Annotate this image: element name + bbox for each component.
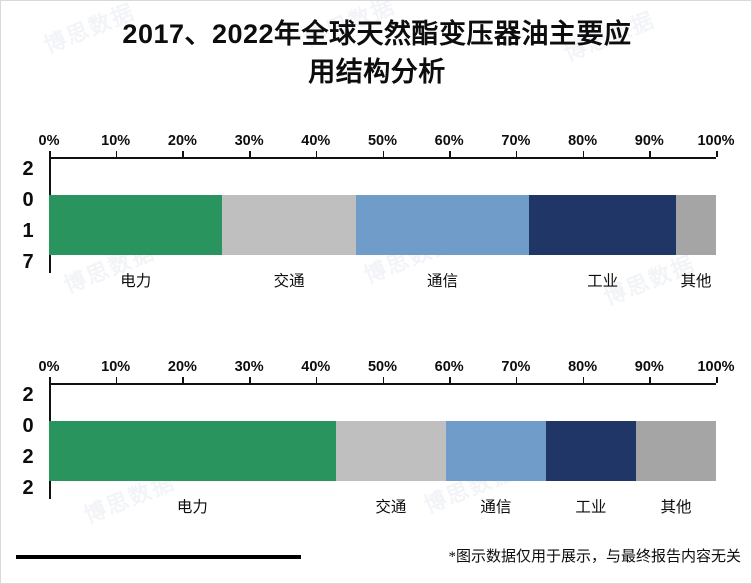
y-axis-label-digit: 2: [22, 384, 34, 406]
x-axis-tickmark: [582, 151, 585, 157]
bar-segment-工业: [545, 421, 636, 481]
page-title: 2017、2022年全球天然酯变压器油主要应 用结构分析: [27, 15, 727, 91]
x-axis-tickmark: [182, 151, 184, 157]
x-axis-tick-30%: 30%: [234, 359, 264, 375]
stacked-bar-2022: [49, 421, 716, 481]
x-axis-tickmark: [716, 377, 718, 383]
category-label-交通: 交通: [273, 273, 305, 290]
y-axis-label-digit: 2: [22, 477, 34, 499]
x-axis-tick-60%: 60%: [434, 133, 464, 149]
category-label-其他: 其他: [660, 499, 692, 516]
x-axis-tickmark: [449, 377, 451, 383]
x-axis-tickmark: [582, 377, 585, 383]
title-line-1: 2017、2022年全球天然酯变压器油主要应: [122, 19, 632, 49]
bar-segment-通信: [355, 195, 530, 255]
bar-segment-通信: [445, 421, 546, 481]
category-label-电力: 电力: [176, 499, 208, 516]
x-axis-tick-50%: 50%: [367, 359, 398, 375]
stacked-bar-2017: [49, 195, 716, 255]
category-label-通信: 通信: [427, 273, 459, 290]
x-axis-tickmark: [515, 151, 518, 157]
x-axis-tick-80%: 80%: [568, 359, 598, 375]
x-axis-tickmark: [449, 151, 451, 157]
x-axis-tickmark: [382, 377, 384, 383]
x-axis-tickmark: [315, 151, 318, 157]
x-axis-tickmark: [49, 377, 51, 383]
x-axis-tick-0%: 0%: [38, 133, 60, 149]
category-label-其他: 其他: [680, 273, 712, 290]
x-axis-tickmark: [249, 151, 251, 157]
x-axis-tickmark: [649, 151, 651, 157]
x-axis-tick-100%: 100%: [697, 133, 735, 149]
bar-segment-交通: [335, 421, 446, 481]
category-labels-2017: 电力 交通 通信 工业 其他: [1, 269, 751, 291]
x-axis-tick-10%: 10%: [101, 133, 131, 149]
x-axis-tick-70%: 70%: [501, 133, 531, 149]
x-axis-tick-90%: 90%: [634, 133, 664, 149]
title-line-2: 用结构分析: [308, 57, 446, 87]
x-axis-tickmark: [115, 151, 118, 157]
x-axis-tick-0%: 0%: [38, 359, 60, 375]
x-axis-tick-100%: 100%: [697, 359, 735, 375]
x-axis-tick-40%: 40%: [301, 359, 331, 375]
category-label-电力: 电力: [120, 273, 152, 290]
footer-rule: [16, 555, 301, 559]
x-axis-tick-80%: 80%: [568, 133, 598, 149]
x-axis-tickmark: [115, 377, 118, 383]
bar-segment-其他: [675, 195, 716, 255]
bar-segment-电力: [49, 421, 336, 481]
x-axis-tickmark: [315, 377, 318, 383]
category-label-工业: 工业: [587, 273, 619, 290]
x-axis-line: [49, 151, 718, 159]
y-axis-label-digit: 2: [22, 446, 34, 468]
x-axis-line: [49, 377, 718, 385]
x-axis-tickmark: [249, 377, 251, 383]
bar-segment-工业: [529, 195, 676, 255]
x-axis-tick-70%: 70%: [501, 359, 531, 375]
y-axis-label-digit: 7: [22, 251, 34, 273]
x-axis-tickmark: [515, 377, 518, 383]
category-label-工业: 工业: [575, 499, 607, 516]
x-axis-tickmark: [49, 151, 51, 157]
y-axis-label-digit: 0: [22, 415, 34, 437]
x-axis-tickmark: [649, 377, 651, 383]
x-axis-tick-40%: 40%: [301, 133, 331, 149]
x-axis-tick-60%: 60%: [434, 359, 464, 375]
y-axis-label-digit: 1: [22, 220, 34, 242]
bar-segment-其他: [635, 421, 716, 481]
x-axis-tick-90%: 90%: [634, 359, 664, 375]
x-axis-tick-10%: 10%: [101, 359, 131, 375]
y-axis-label-digit: 0: [22, 189, 34, 211]
y-axis-label-digit: 2: [22, 158, 34, 180]
category-label-通信: 通信: [480, 499, 512, 516]
bar-segment-交通: [222, 195, 356, 255]
x-axis-tickmark: [182, 377, 184, 383]
x-axis-tick-labels: 0% 10% 20% 30% 40% 50% 60% 70% 80% 90% 100%: [1, 133, 751, 155]
x-axis-tick-30%: 30%: [234, 133, 264, 149]
x-axis-tick-labels: 0% 10% 20% 30% 40% 50% 60% 70% 80% 90% 100%: [1, 359, 751, 381]
category-labels-2022: 电力 交通 通信 工业 其他: [1, 495, 751, 517]
bar-segment-电力: [49, 195, 223, 255]
x-axis-tickmark: [382, 151, 384, 157]
footer-note: *图示数据仅用于展示，与最终报告内容无关: [448, 549, 741, 565]
x-axis-tick-20%: 20%: [167, 359, 197, 375]
footer: *图示数据仅用于展示，与最终报告内容无关: [1, 539, 751, 583]
x-axis-tickmark: [716, 151, 718, 157]
x-axis-tick-20%: 20%: [167, 133, 197, 149]
x-axis-tick-50%: 50%: [367, 133, 398, 149]
category-label-交通: 交通: [375, 499, 407, 516]
